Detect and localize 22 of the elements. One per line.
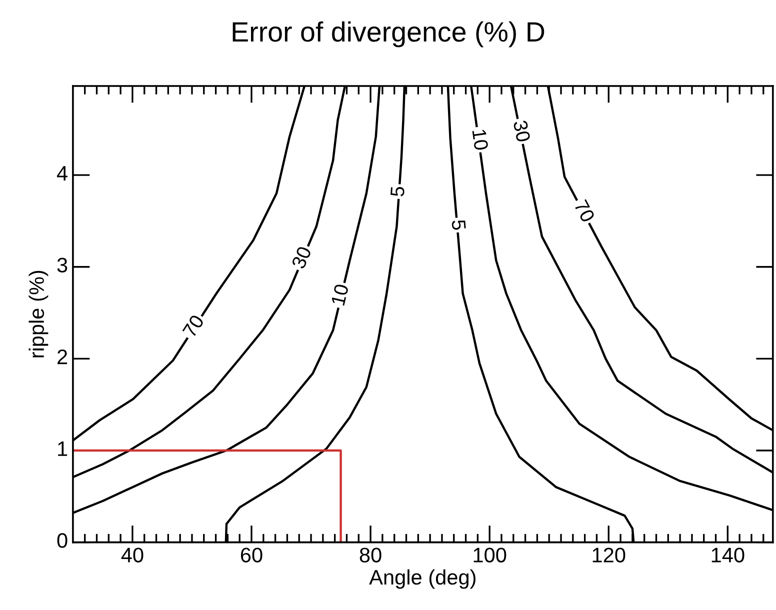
x-tick-label: 80 — [360, 548, 382, 562]
x-tick-label: 140 — [712, 548, 744, 562]
text: 30 — [291, 246, 312, 270]
text: 10 — [472, 129, 488, 150]
y-tick-label: 3 — [57, 258, 68, 272]
x-tick-label: 120 — [592, 548, 626, 562]
x-tick-label: 100 — [474, 548, 506, 562]
text: 5 — [390, 186, 405, 197]
y-axis-title: ripple (%) — [28, 270, 48, 358]
x-tick-label: 60 — [240, 548, 262, 562]
x-tick-label: 40 — [121, 548, 144, 562]
text: 10 — [330, 284, 349, 306]
y-tick-label: 1 — [58, 442, 68, 456]
y-tick-label: 0 — [57, 533, 68, 548]
chart-title: Error of divergence (%) D — [232, 21, 544, 48]
y-tick-label: 2 — [58, 350, 68, 364]
y-tick-label: 4 — [56, 166, 68, 180]
text: 70 — [574, 199, 596, 224]
text: 70 — [182, 314, 205, 338]
text: 5 — [452, 220, 466, 230]
x-axis-title: Angle (deg) — [369, 569, 476, 589]
text: 30 — [513, 120, 531, 142]
